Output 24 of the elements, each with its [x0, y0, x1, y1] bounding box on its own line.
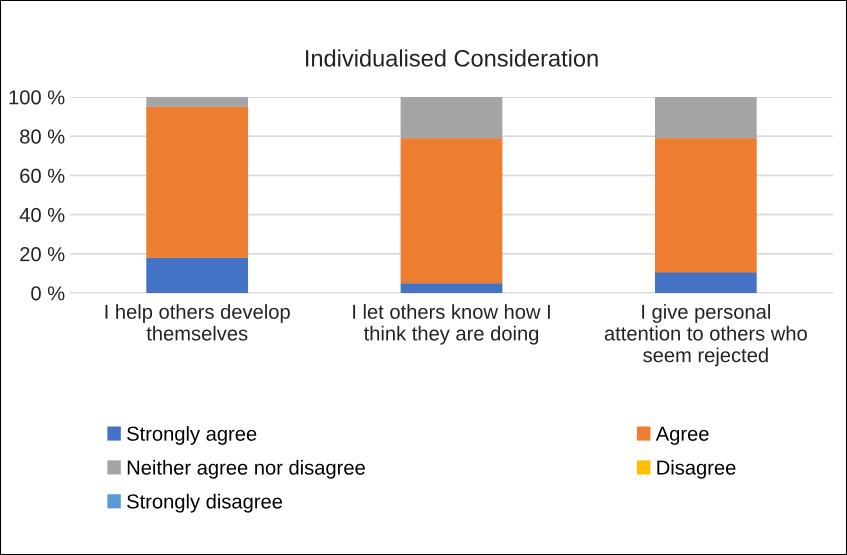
bar: [400, 97, 502, 138]
bar: [146, 97, 248, 107]
y-tick-label: 40 %: [20, 208, 64, 222]
legend-label: Neither agree nor disagree: [128, 460, 365, 479]
y-tick-label: 100 %: [10, 90, 64, 104]
bar: [400, 283, 502, 293]
x-tick-label: I give personal attention to others who seem rejected: [604, 304, 807, 366]
bar: [400, 138, 502, 284]
legend-label: Agree: [656, 426, 709, 445]
y-tick-label: 60 %: [20, 168, 64, 183]
y-tick-label: 0 %: [31, 286, 64, 300]
bar: [654, 272, 757, 293]
legend-label: Strongly agree: [127, 426, 256, 445]
y-tick-label: 80 %: [20, 129, 64, 144]
chart-title: Individualised Consideration: [306, 49, 598, 67]
bar: [146, 258, 248, 293]
x-tick-label: I help others develop themselves: [106, 304, 290, 341]
x-tick-label: I let others know how I think they are doing: [353, 304, 550, 345]
legend-label: Strongly disagree: [127, 494, 282, 513]
bar: [146, 106, 248, 258]
legend-label: Disagree: [657, 460, 736, 479]
bar: [654, 138, 757, 272]
bar: [654, 97, 757, 138]
y-tick-label: 20 %: [20, 247, 64, 262]
